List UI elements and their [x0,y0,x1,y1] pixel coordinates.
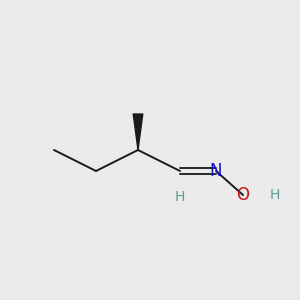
Text: H: H [175,190,185,204]
Text: H: H [270,188,280,202]
Text: N: N [210,162,222,180]
Text: O: O [236,186,250,204]
Polygon shape [133,114,143,150]
